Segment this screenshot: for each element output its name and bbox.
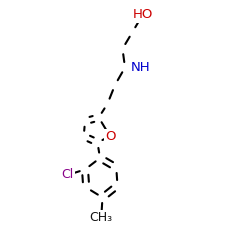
Text: HO: HO (132, 8, 153, 22)
Text: NH: NH (130, 61, 150, 74)
Text: CH₃: CH₃ (90, 211, 113, 224)
Text: O: O (105, 130, 115, 143)
Text: Cl: Cl (62, 168, 74, 181)
